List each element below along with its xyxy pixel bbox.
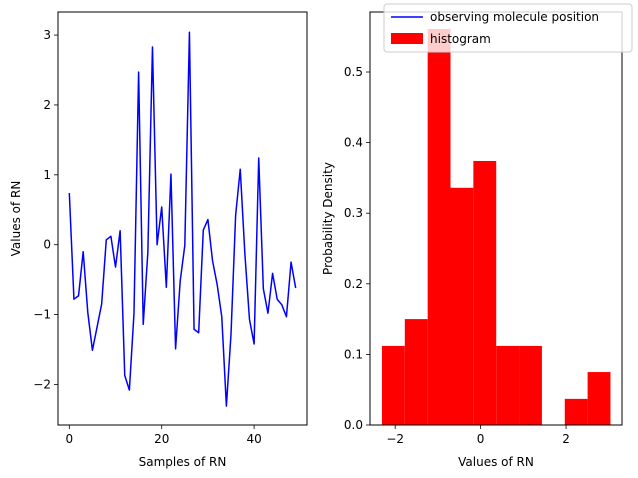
- y-tick-label: 1: [43, 168, 51, 182]
- histogram-y-axis-label: Probability Density: [321, 162, 335, 275]
- y-tick-label: 0.5: [344, 65, 363, 79]
- x-tick-label: 40: [246, 432, 261, 446]
- series-line: [68, 31, 297, 407]
- histogram-x-axis-label: Values of RN: [458, 455, 534, 469]
- histogram-bar: [427, 28, 451, 425]
- y-tick-label: 0.4: [344, 136, 363, 150]
- legend: observing molecule position histogram: [383, 3, 633, 53]
- y-tick-label: 2: [43, 98, 51, 112]
- histogram-ticks: −2 0 2 0.0 0.1 0.2 0.3 0.4 0.5: [344, 65, 570, 446]
- y-tick-label: 0.1: [344, 347, 363, 361]
- x-tick-label: 0: [65, 432, 73, 446]
- line-plot-frame: [57, 11, 308, 426]
- line-plot-y-axis-label: Values of RN: [9, 181, 23, 257]
- histogram-bar: [519, 345, 542, 425]
- line-plot-ticks: 0 20 40 −2 −1 0 1 2 3: [33, 28, 261, 446]
- histogram-bar: [564, 398, 588, 425]
- legend-label-histogram: histogram: [430, 32, 491, 46]
- legend-label-line: observing molecule position: [430, 10, 599, 24]
- legend-patch-swatch: [391, 33, 423, 44]
- x-tick-label: 2: [562, 432, 570, 446]
- histogram-bar: [404, 319, 428, 425]
- y-tick-label: −2: [33, 377, 51, 391]
- y-tick-label: 0.3: [344, 206, 363, 220]
- x-tick-label: −2: [386, 432, 404, 446]
- x-tick-label: 20: [154, 432, 169, 446]
- histogram-bar: [450, 187, 474, 425]
- histogram-bar: [496, 345, 520, 425]
- histogram-content: [381, 28, 611, 425]
- line-plot-axes: 0 20 40 −2 −1 0 1 2 3 Samples of RN Values of RN: [9, 11, 308, 469]
- legend-box: [383, 3, 633, 53]
- histogram-axes: −2 0 2 0.0 0.1 0.2 0.3 0.4 0.5 Values of RN Prob…: [321, 11, 623, 469]
- histogram-bar: [587, 372, 611, 425]
- y-tick-label: −1: [33, 308, 51, 322]
- histogram-bar: [473, 160, 497, 425]
- line-plot-x-axis-label: Samples of RN: [139, 455, 227, 469]
- y-tick-label: 0.0: [344, 418, 363, 432]
- x-tick-label: 0: [477, 432, 485, 446]
- y-tick-label: 0.2: [344, 277, 363, 291]
- histogram-bar: [381, 345, 405, 425]
- y-tick-label: 0: [43, 238, 51, 252]
- line-plot-content: [68, 31, 297, 407]
- y-tick-label: 3: [43, 28, 51, 42]
